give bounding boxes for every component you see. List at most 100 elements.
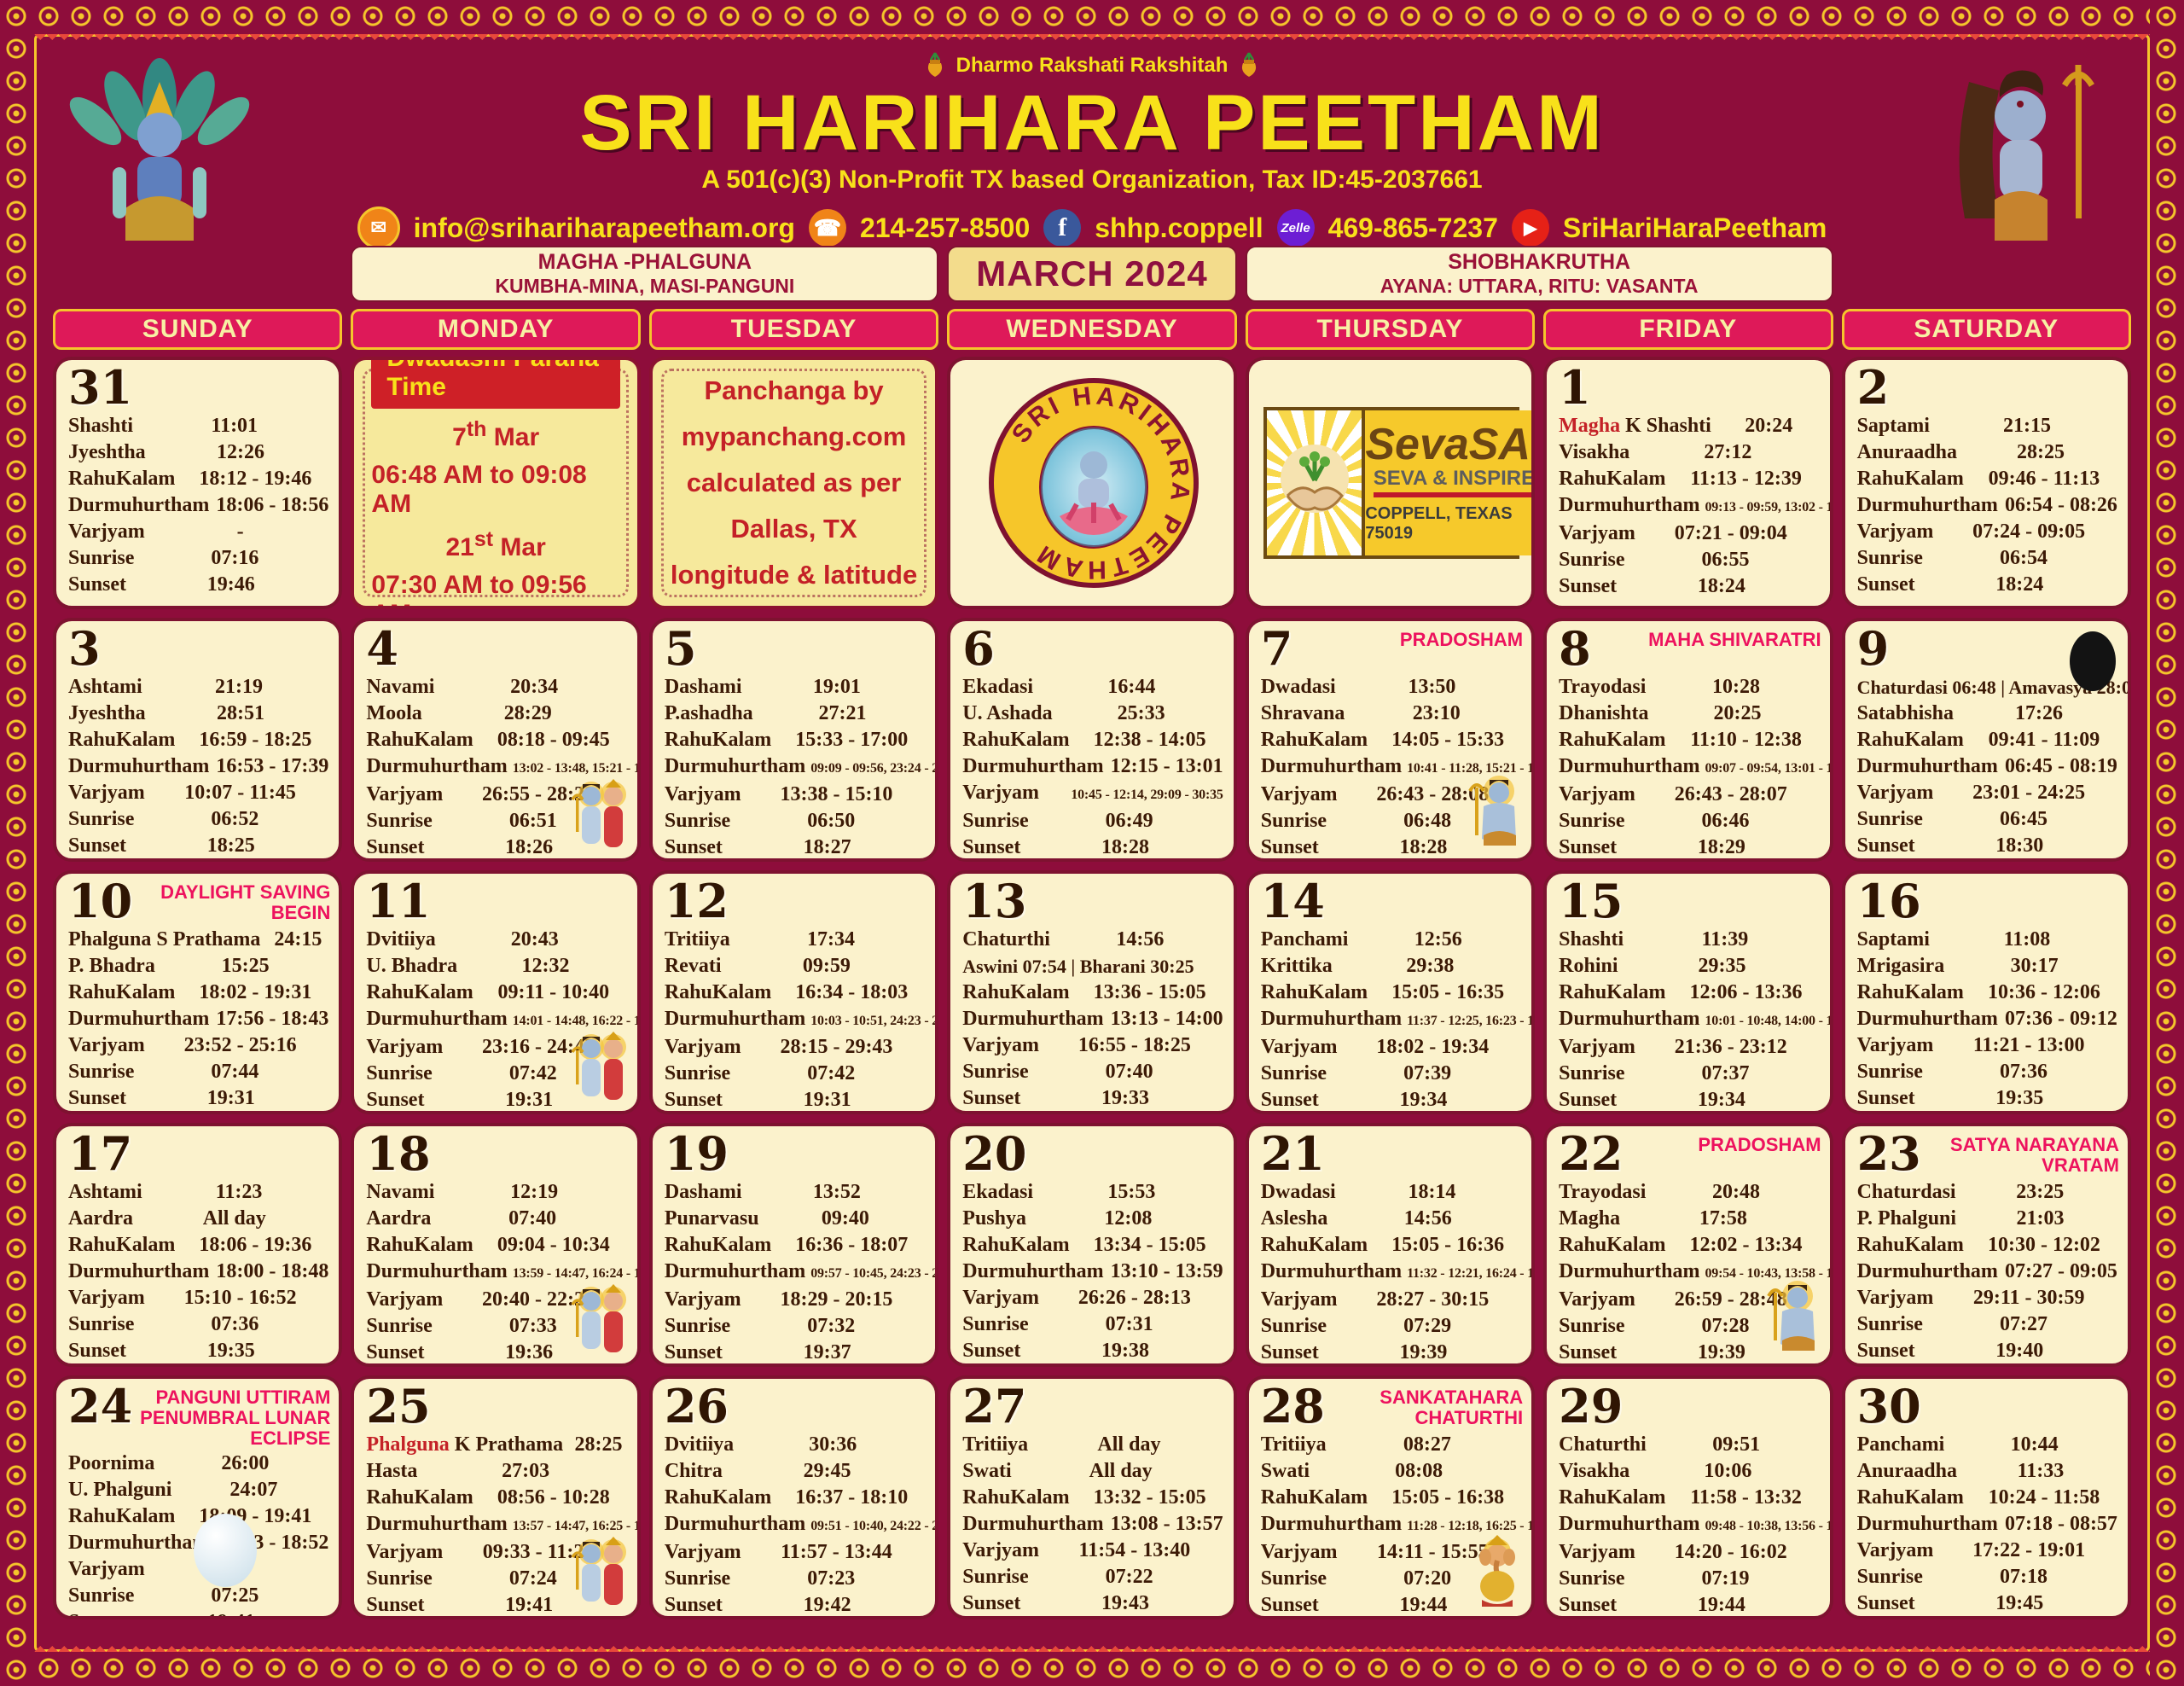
panchang-row: RahuKalam 12:38 - 14:05 bbox=[962, 727, 1224, 753]
day-cell-4: 4 Navami 20:34 Moola 28:29 RahuKalam 08:18 - 0… bbox=[351, 618, 641, 862]
row-label: RahuKalam bbox=[664, 729, 772, 751]
facebook-link[interactable]: shhp.coppell bbox=[1095, 212, 1263, 243]
row-value: 27:21 bbox=[818, 702, 867, 724]
row-value: 17:56 - 18:43 bbox=[216, 1008, 329, 1030]
dwadashi-line: 21st Mar bbox=[445, 527, 546, 561]
row-value: 07:42 bbox=[807, 1062, 856, 1084]
panchang-rows: Chaturthi 09:51 Visakha 10:06 RahuKalam 11:58… bbox=[1559, 1432, 1829, 1616]
row-label: Varjyam bbox=[962, 1287, 1040, 1309]
day-cell-19: 19 Dashami 13:52 Punarvasu 09:40 RahuKalam 16:… bbox=[648, 1123, 939, 1367]
row-value: 12:02 - 13:34 bbox=[1689, 1234, 1803, 1256]
row-value: 23:01 - 24:25 bbox=[1972, 782, 2086, 804]
row-label: RahuKalam bbox=[1260, 1234, 1368, 1256]
shiva-icon bbox=[1766, 1281, 1815, 1351]
row-label: Tritiiya bbox=[962, 1433, 1029, 1456]
panchang-row: RahuKalam 11:13 - 12:39 bbox=[1559, 466, 1821, 492]
panchang-rows: Chaturthi 14:56 Aswini 07:54 | Bharani 30:… bbox=[962, 927, 1224, 1111]
day-number: 25 bbox=[366, 1379, 431, 1433]
row-label: Sunrise bbox=[1559, 1567, 1625, 1590]
panchang-rows: Phalguna S Prathama 24:15 P. Bhadra 15:25 Ra… bbox=[68, 927, 330, 1111]
row-label: Durmuhurtham bbox=[1559, 755, 1700, 777]
day-cell-header: 23 SATYA NARAYANA VRATAM bbox=[1857, 1130, 2119, 1177]
row-label: Varjyam bbox=[1559, 1288, 1635, 1311]
row-value: 19:36 bbox=[505, 1341, 554, 1363]
row-value: 07:27 bbox=[1999, 1313, 2048, 1335]
panchang-row: Chaturdasi 23:25 bbox=[1857, 1179, 2119, 1206]
row-label: RahuKalam bbox=[1559, 468, 1666, 490]
panchang-row: Aswini 07:54 | Bharani 30:25 bbox=[962, 956, 1194, 977]
row-label: Sunrise bbox=[1559, 810, 1625, 832]
panchang-row: Sunrise 07:27 bbox=[1857, 1311, 2119, 1338]
panchang-row: RahuKalam 16:37 - 18:10 bbox=[665, 1485, 926, 1511]
zelle-icon: Zelle bbox=[1276, 209, 1315, 247]
panchang-row: Durmuhurtham 12:15 - 13:01 bbox=[962, 753, 1224, 780]
row-value: 19:31 bbox=[505, 1089, 554, 1111]
row-value: 26:43 - 28:08 bbox=[1376, 783, 1490, 805]
row-label: Durmuhurtham bbox=[664, 1260, 806, 1282]
row-value: 28:15 - 29:43 bbox=[780, 1036, 893, 1058]
day-cell-27: 27 Tritiiya All day Swati All day RahuKalam 13… bbox=[947, 1375, 1237, 1619]
row-label: Durmuhurtham bbox=[366, 1260, 508, 1282]
panchang-row: Ekadasi 15:53 bbox=[962, 1179, 1224, 1206]
row-label: Sunset bbox=[1260, 1341, 1319, 1363]
day-cell-header: 20 bbox=[962, 1130, 1224, 1177]
day-number: 28 bbox=[1260, 1379, 1325, 1433]
row-label: RahuKalam bbox=[366, 729, 473, 751]
row-label: Sunset bbox=[1856, 1087, 1915, 1109]
zelle-number[interactable]: 469-865-7237 bbox=[1327, 212, 1498, 243]
dwadashi-line: 07:30 AM to 09:56 AM bbox=[371, 571, 587, 606]
day-header-saturday: SATURDAY bbox=[1841, 309, 2131, 350]
panchang-row: Varjyam 18:29 - 20:15 bbox=[665, 1287, 926, 1313]
panchang-row: RahuKalam 15:05 - 16:38 bbox=[1261, 1485, 1523, 1511]
phone-link[interactable]: 214-257-8500 bbox=[859, 212, 1031, 243]
day-header-wednesday: WEDNESDAY bbox=[947, 309, 1237, 350]
row-value: 06:48 bbox=[1403, 810, 1452, 832]
row-value: 19:42 bbox=[803, 1594, 851, 1616]
row-value: 19:01 bbox=[812, 676, 861, 698]
panchang-rows: Trayodasi 20:48 Magha 17:58 RahuKalam 12:02 -… bbox=[1559, 1179, 1829, 1363]
panchang-row: U. Ashada 25:33 bbox=[962, 701, 1224, 727]
row-label: Shashti bbox=[68, 415, 134, 437]
row-label: RahuKalam bbox=[664, 981, 772, 1003]
panchang-rows: Tritiiya 08:27 Swati 08:08 RahuKalam 15:05 - … bbox=[1261, 1432, 1531, 1616]
panchang-row: P.ashadha 27:21 bbox=[665, 701, 926, 727]
row-label: Durmuhurtham bbox=[962, 755, 1104, 777]
row-label: RahuKalam bbox=[962, 981, 1070, 1003]
panchang-row: Sunrise 07:39 bbox=[1261, 1061, 1523, 1087]
row-label: Sunset bbox=[366, 836, 425, 858]
row-label: Durmuhurtham bbox=[68, 1532, 210, 1554]
row-value: 07:28 bbox=[1701, 1315, 1750, 1337]
panchang-row: Durmuhurtham 07:27 - 09:05 bbox=[1857, 1259, 2119, 1285]
panchang-row: RahuKalam 18:09 - 19:41 bbox=[68, 1503, 330, 1530]
row-label: Durmuhurtham bbox=[962, 1260, 1104, 1282]
row-value: 06:49 bbox=[1105, 810, 1153, 832]
row-label: Sunset bbox=[68, 1340, 127, 1362]
panchang-row: Sunset 18:24 bbox=[1559, 573, 1821, 600]
row-label: Durmuhurtham bbox=[366, 1008, 508, 1030]
row-label: Sunset bbox=[664, 1594, 723, 1616]
panchang-row: Durmuhurtham 13:08 - 13:57 bbox=[962, 1511, 1224, 1538]
row-value: 23:52 - 25:16 bbox=[183, 1034, 297, 1056]
youtube-link[interactable]: SriHariHaraPeetham bbox=[1562, 212, 1827, 243]
row-value: 09:51 - 10:40, 24:22 - 25:09 bbox=[810, 1519, 939, 1533]
panchang-row: Durmuhurtham 18:06 - 18:56 bbox=[68, 492, 330, 519]
row-value: 09:54 - 10:43, 13:58 - 14:47 bbox=[1705, 1266, 1833, 1281]
panchang-row: Panchami 12:56 bbox=[1261, 927, 1523, 953]
day-cell-17: 17 Ashtami 11:23 Aardra All day RahuKalam 18:0… bbox=[53, 1123, 343, 1367]
panchang-row: Sunrise 06:52 bbox=[68, 806, 330, 833]
day-header-tuesday: TUESDAY bbox=[648, 309, 939, 350]
row-value: 28:25 bbox=[2016, 441, 2065, 463]
panchang-row: Sunrise 06:45 bbox=[1857, 806, 2119, 833]
lunar-month-line1: MAGHA -PHALGUNA bbox=[537, 250, 752, 274]
row-value: 18:28 bbox=[1399, 836, 1448, 858]
row-value: 07:25 bbox=[211, 1584, 259, 1607]
panchang-row: Varjyam 14:11 - 15:55 bbox=[1261, 1539, 1523, 1566]
dwadashi-parana-cell: Dwadashi Parana Time 7th Mar 06:48 AM to 0… bbox=[351, 357, 641, 609]
border-ornament-top bbox=[0, 0, 2184, 34]
row-label: Durmuhurtham bbox=[1856, 1008, 1998, 1030]
panchang-rows: Tritiiya 17:34 Revati 09:59 RahuKalam 16:34 -… bbox=[664, 927, 935, 1111]
row-label: Revati bbox=[664, 955, 722, 977]
email-link[interactable]: info@srihariharapeetham.org bbox=[413, 212, 795, 243]
row-value: 07:36 - 09:12 bbox=[2004, 1008, 2117, 1030]
